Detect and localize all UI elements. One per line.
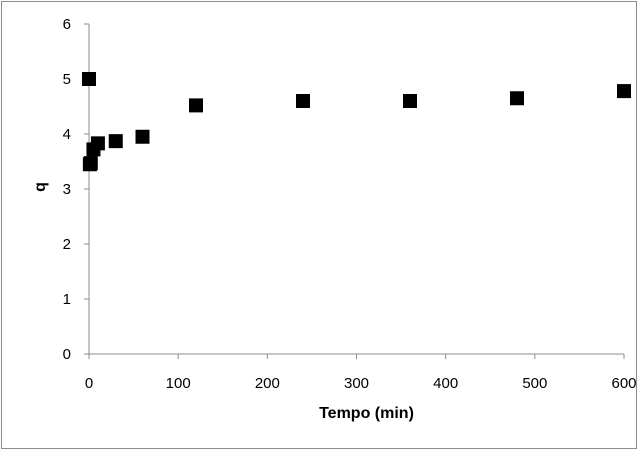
y-tick-label: 4 [63, 126, 71, 143]
axes [88, 24, 624, 355]
y-tick-label: 3 [63, 181, 71, 198]
y-tick-label: 6 [63, 16, 71, 33]
x-axis-ticks: 0 100 200 300 400 500 600 [85, 354, 637, 392]
x-axis-title: Tempo (min) [319, 405, 414, 422]
y-axis-title: q [32, 182, 49, 192]
data-point [403, 94, 417, 108]
data-point [510, 91, 524, 106]
x-tick-label: 600 [611, 375, 636, 392]
y-tick-label: 1 [63, 291, 71, 308]
data-point [108, 134, 123, 149]
y-tick-label: 5 [63, 71, 71, 88]
data-point [296, 94, 310, 108]
data-points [82, 72, 631, 172]
data-point [135, 129, 150, 144]
data-point [90, 136, 105, 151]
x-tick-label: 100 [166, 375, 191, 392]
y-tick-label: 2 [63, 236, 71, 253]
x-tick-label: 500 [522, 375, 547, 392]
y-axis-ticks: 0 1 2 3 4 5 6 [63, 16, 89, 363]
y-tick-label: 0 [63, 346, 71, 363]
data-point [82, 72, 96, 86]
data-point [83, 156, 98, 171]
x-tick-label: 400 [433, 375, 458, 392]
x-tick-label: 300 [344, 375, 369, 392]
data-point [189, 98, 203, 113]
x-tick-label: 0 [85, 375, 93, 392]
x-tick-label: 200 [255, 375, 280, 392]
data-point [617, 84, 631, 99]
